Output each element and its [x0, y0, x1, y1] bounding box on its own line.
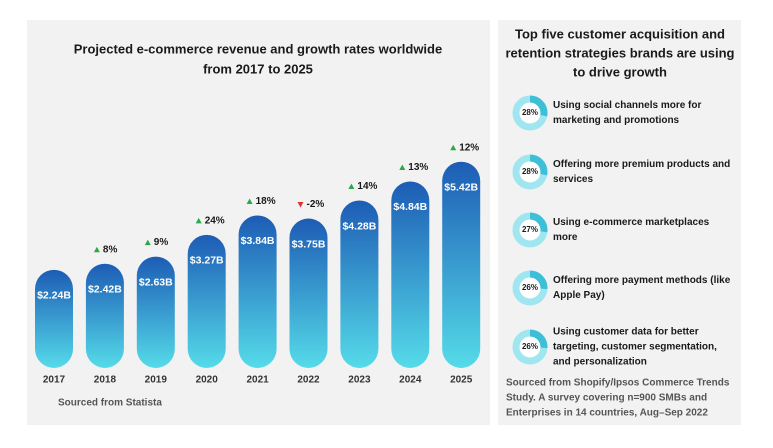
value-label: $3.75B: [292, 238, 326, 250]
x-tick-label: 2020: [196, 375, 219, 386]
bar: [187, 234, 226, 368]
source-note: Sourced from Statista: [58, 398, 162, 409]
bar: [136, 256, 175, 368]
value-label: $2.63B: [139, 276, 173, 288]
donut-label: 28%: [522, 108, 538, 117]
x-tick-label: 2023: [348, 375, 371, 386]
growth-arrow: [348, 183, 355, 189]
strategy-label: Using e-commerce marketplaces: [553, 217, 710, 228]
donut-arc: [512, 154, 548, 190]
donut-arc: [512, 270, 548, 306]
x-tick-label: 2022: [297, 375, 320, 386]
growth-label: 24%: [205, 215, 225, 226]
strategy-label: Offering more payment methods (like: [553, 275, 731, 286]
growth-arrow: [93, 246, 100, 253]
strategy-label: marketing and promotions: [553, 115, 680, 126]
strategy-label: more: [553, 232, 578, 243]
source-note: Enterprises in 14 countries, Aug–Sep 202…: [506, 408, 708, 419]
bar: [238, 215, 277, 368]
x-tick-label: 2024: [399, 375, 422, 386]
x-tick-label: 2025: [450, 375, 473, 386]
donut-label: 28%: [522, 167, 538, 176]
chart-title: Projected e-commerce revenue and growth …: [74, 41, 442, 56]
value-label: $5.42B: [444, 182, 478, 194]
strategy-label: and personalization: [553, 357, 647, 368]
value-label: $2.24B: [37, 290, 71, 302]
growth-arrow: [297, 202, 304, 208]
donut-arc: [512, 95, 548, 131]
chart-title: from 2017 to 2025: [203, 61, 313, 76]
panel-title: Top five customer acquisition and: [515, 26, 725, 41]
source-note: Sourced from Shopify/Ipsos Commerce Tren…: [506, 378, 730, 389]
value-label: $3.84B: [241, 235, 275, 247]
strategy-label: Apple Pay): [553, 290, 605, 301]
bar: [340, 200, 379, 368]
growth-label: 9%: [154, 237, 169, 248]
donut-label: 26%: [522, 283, 538, 292]
strategy-label: Using social channels more for: [553, 100, 701, 111]
donut-arc: [512, 329, 548, 365]
growth-label: 13%: [408, 162, 428, 173]
growth-arrow: [144, 239, 151, 246]
growth-label: 14%: [357, 181, 377, 192]
strategy-label: Offering more premium products and: [553, 159, 730, 170]
panel-title: retention strategies brands are using: [505, 45, 734, 60]
strategy-label: services: [553, 174, 593, 185]
value-label: $4.28B: [342, 220, 376, 232]
growth-label: 12%: [459, 142, 479, 153]
growth-arrow: [195, 217, 202, 224]
bar: [289, 218, 328, 368]
strategy-label: targeting, customer segmentation,: [553, 342, 717, 353]
value-label: $2.42B: [88, 284, 122, 296]
growth-arrow: [450, 144, 457, 151]
x-tick-label: 2017: [43, 375, 66, 386]
bar: [35, 269, 73, 368]
donut-arc: [512, 212, 548, 248]
growth-arrow: [399, 164, 406, 170]
x-tick-label: 2019: [145, 375, 168, 386]
growth-label: -2%: [307, 199, 325, 210]
x-tick-label: 2021: [246, 375, 269, 386]
growth-label: 8%: [103, 244, 118, 255]
value-label: $4.84B: [393, 201, 427, 213]
bar: [85, 263, 124, 368]
strategy-label: Using customer data for better: [553, 327, 699, 338]
source-note: Study. A survey covering n=900 SMBs and: [506, 393, 707, 404]
value-label: $3.27B: [190, 255, 224, 267]
bar: [442, 161, 481, 368]
growth-label: 18%: [256, 196, 276, 207]
bar: [391, 181, 430, 368]
x-tick-label: 2018: [94, 375, 117, 386]
panel-title: to drive growth: [573, 64, 667, 79]
donut-label: 27%: [522, 225, 538, 234]
donut-label: 26%: [522, 342, 538, 351]
growth-arrow: [246, 198, 253, 204]
